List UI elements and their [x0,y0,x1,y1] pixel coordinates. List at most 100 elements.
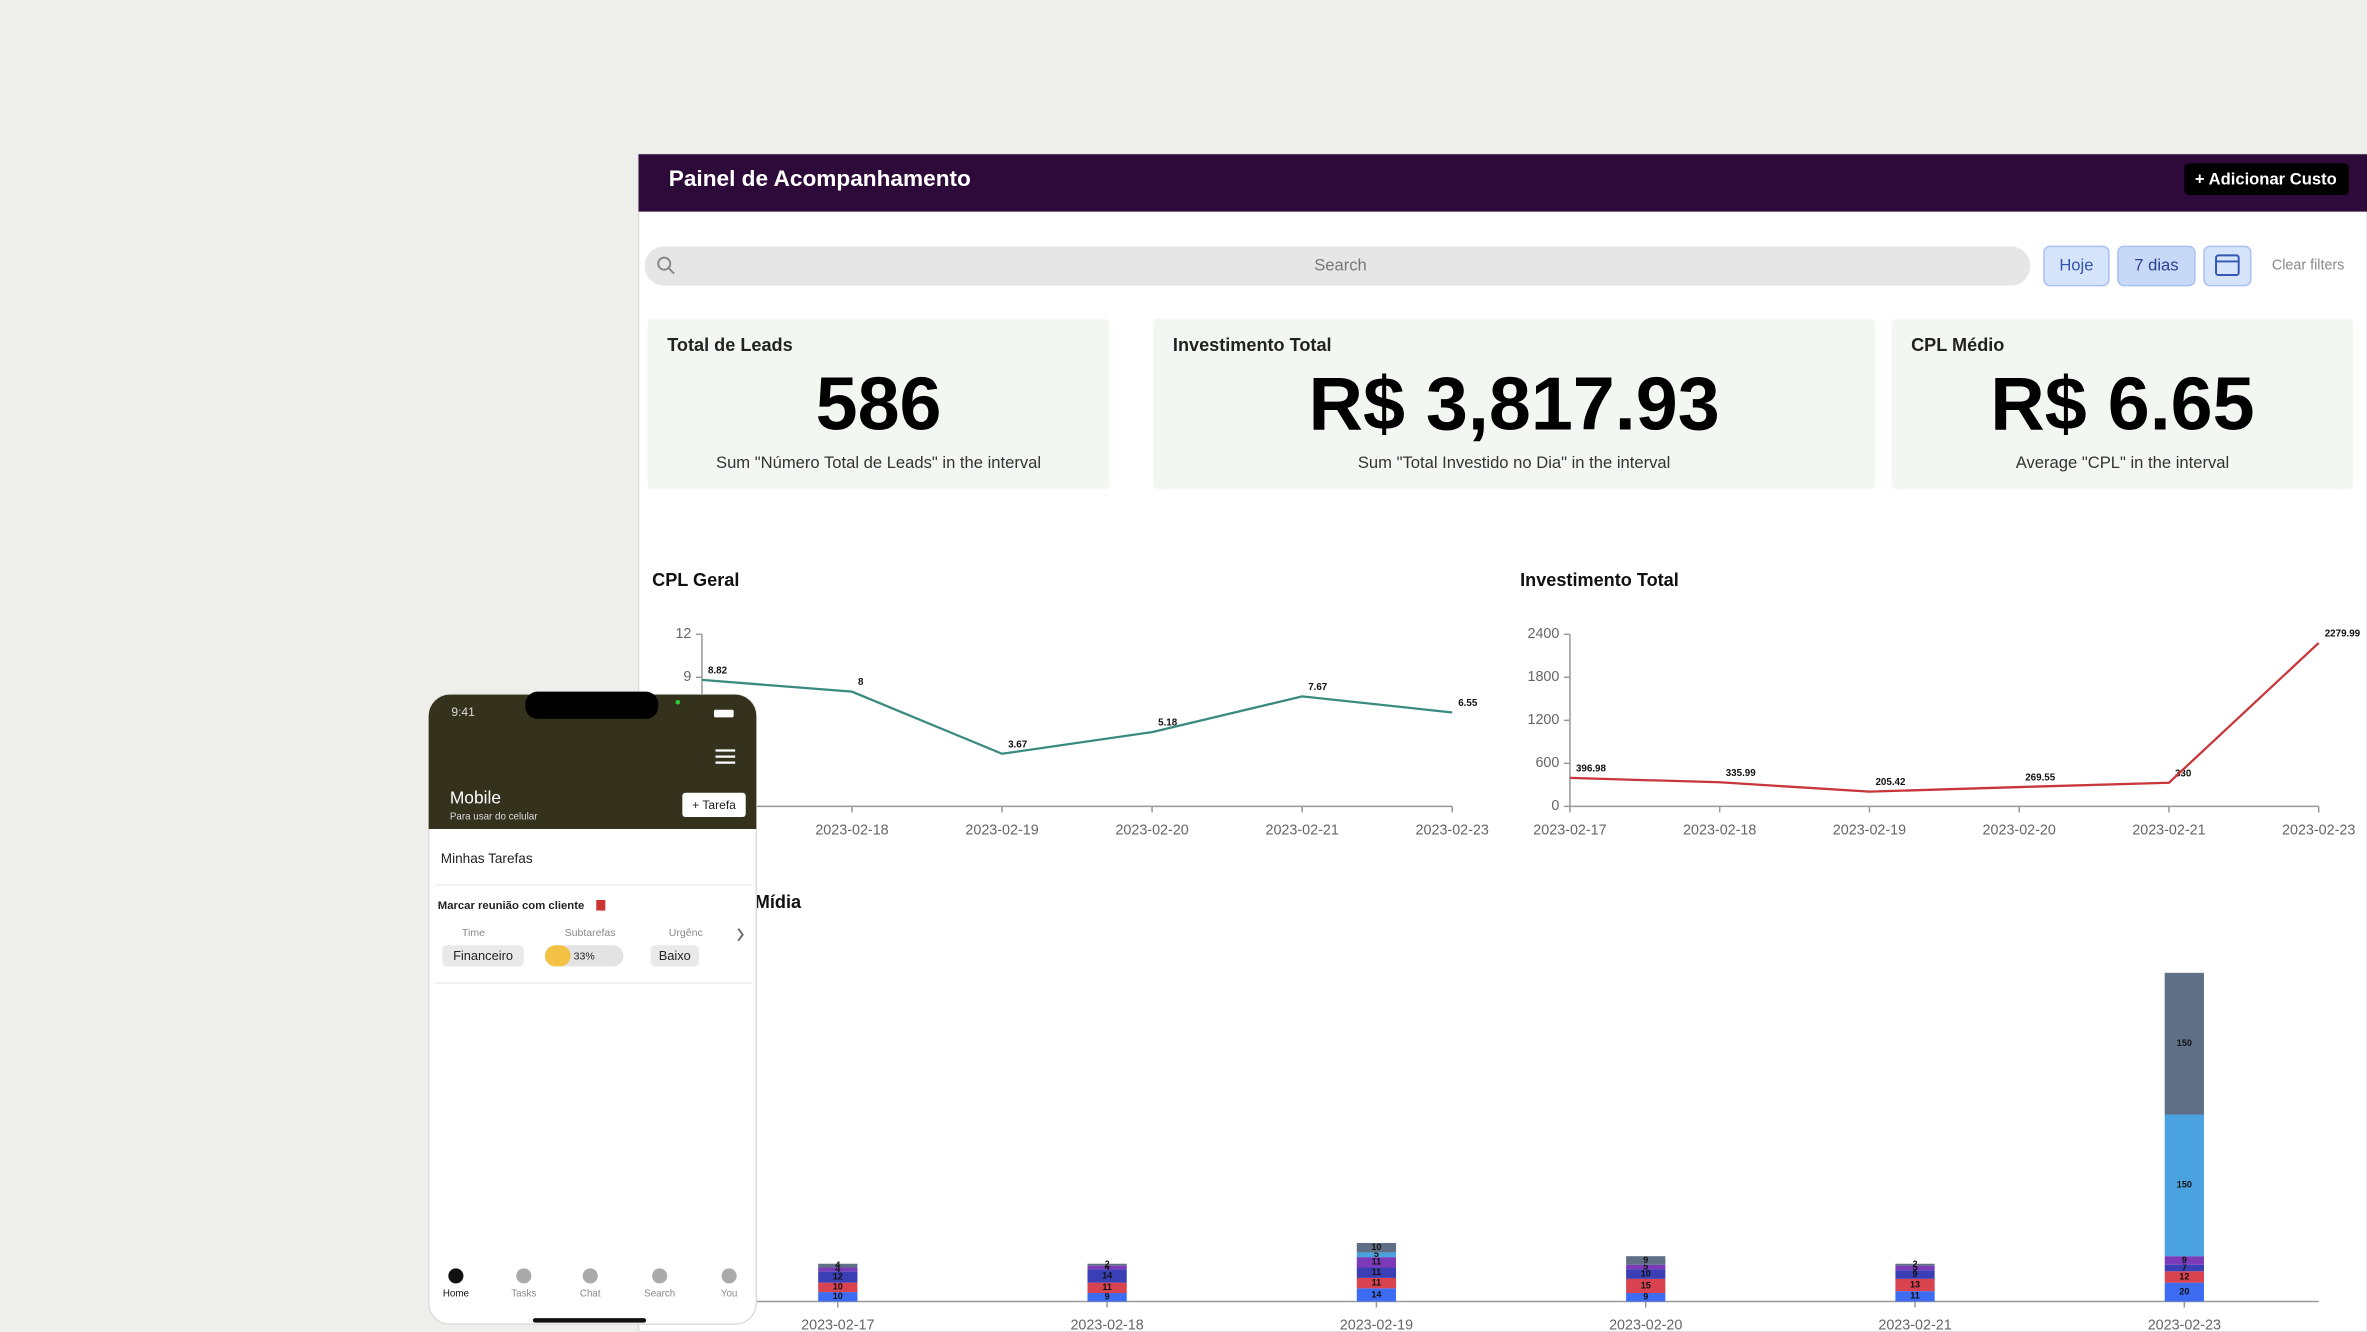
dashboard: Painel de Acompanhamento + Adicionar Cus… [637,153,2367,1332]
task-button[interactable] [682,792,746,817]
header-bar [638,154,2367,212]
line [1569,642,2320,793]
urgency-pill [650,945,699,967]
data-label: 2 [1105,1259,1110,1269]
add-cost-button[interactable] [2184,163,2349,196]
data-label: 10 [1641,1269,1651,1279]
data-label: 2 [1913,1259,1918,1269]
data-label: 5 [1374,1249,1379,1259]
data-label: 11 [1102,1282,1112,1292]
nav-icon[interactable] [582,1268,598,1284]
nav-label[interactable]: Tasks [511,1289,536,1300]
field-label: Urgênc [669,927,703,939]
data-label: 10 [833,1291,843,1301]
kpi-card [1891,318,2354,490]
x-tick-label: 2023-02-17 [801,1317,874,1332]
x-tick-label: 2023-02-20 [1983,822,2056,838]
calendar-icon [2215,254,2240,277]
menu-icon[interactable] [715,749,736,764]
x-tick-label: 2023-02-23 [2148,1317,2221,1332]
kpi-title: Investimento Total [1173,335,1332,355]
nav-icon[interactable] [516,1268,532,1284]
kpi-caption: Average "CPL" in the interval [2016,453,2229,472]
kpi-value: R$ 3,817.93 [1308,361,1719,445]
chevron[interactable] [737,928,744,942]
bar-segment [2164,972,2204,1115]
bar-segment [1626,1269,1666,1279]
mobile-mockup: 9:41 Mobile Para usar do celular + Taref… [427,691,758,1325]
camera-dot [675,699,681,705]
week-label: 7 dias [2134,255,2178,274]
nav-label[interactable]: Chat [580,1289,601,1300]
bar-segment [1356,1267,1397,1278]
chart-title: Mídia [755,892,802,912]
add-cost-label: + Adicionar Custo [2195,169,2337,188]
x-tick-label: 2023-02-18 [815,822,888,838]
data-label: 11 [1372,1277,1382,1287]
bar-segment [1356,1288,1397,1302]
search-icon [668,267,675,275]
nav-icon[interactable] [448,1268,464,1284]
bar-segment [1895,1265,1935,1271]
bar-segment [1626,1278,1666,1294]
bar-segment [2164,1282,2204,1302]
nav-icon[interactable] [652,1268,668,1284]
data-label: 5.18 [1158,718,1178,729]
bar-segment [1626,1293,1666,1302]
nav-label[interactable]: You [721,1289,738,1300]
data-label: 12 [833,1271,843,1281]
clear-filters[interactable]: Clear filters [2272,258,2344,274]
data-label: 269.55 [2025,773,2056,784]
data-label: 335.99 [1726,768,1757,779]
task-name[interactable]: Marcar reunião com cliente [438,900,585,912]
x-tick-label: 2023-02-19 [965,822,1038,838]
calendar-button[interactable] [2203,245,2252,287]
nav-label[interactable]: Search [644,1289,675,1300]
bar-segment [818,1267,858,1272]
task-icon [596,899,606,911]
bar-segment [1356,1252,1397,1258]
bar-segment [1356,1277,1397,1289]
bar-segment [1087,1293,1127,1302]
data-label: 20 [2179,1286,2189,1296]
nav-label[interactable]: Home [443,1289,470,1300]
bar-segment [1626,1264,1666,1270]
data-label: 396.98 [1576,763,1607,774]
team-value: Financeiro [453,948,513,963]
data-label: 205.42 [1875,777,1906,788]
search-bar[interactable] [644,246,2031,286]
data-label: 9 [1105,1292,1110,1302]
data-label: 5 [1643,1261,1648,1271]
mobile-title: Mobile [450,787,501,807]
y-tick-label: 600 [1535,755,1559,771]
today-button[interactable] [2043,245,2110,287]
mobile-subtitle: Para usar do celular [450,812,538,823]
data-label: 13 [1910,1279,1920,1289]
data-label: 3.67 [1008,739,1028,750]
week-button[interactable] [2117,245,2196,287]
field-label: Time [462,927,485,939]
data-label: 8 [858,677,864,688]
data-label: 330 [2175,768,2192,779]
nav-icon[interactable] [721,1268,737,1284]
y-tick-label: 1800 [1528,669,1560,685]
bar-segment [1356,1242,1397,1253]
chart-title: CPL Geral [652,570,739,590]
bar-segment [1895,1278,1935,1292]
bar-segment [818,1292,858,1302]
bar-segment [2164,1264,2204,1272]
kpi-caption: Sum "Número Total de Leads" in the inter… [716,453,1041,472]
tab-bar: Home Tasks Chat Search You [443,1268,738,1300]
bar-segment [1895,1291,1935,1302]
data-label: 2279.99 [2325,628,2361,639]
y-tick-label: 1200 [1528,712,1560,728]
bar-segment [1087,1265,1127,1270]
progress-value: 33% [574,950,595,962]
data-label: 14 [1102,1270,1112,1280]
bar-segment [1087,1263,1127,1266]
data-label: 10 [833,1282,843,1292]
bar-segment [818,1271,858,1283]
data-label: 15 [1641,1280,1651,1290]
x-tick-label: 2023-02-18 [1683,822,1756,838]
